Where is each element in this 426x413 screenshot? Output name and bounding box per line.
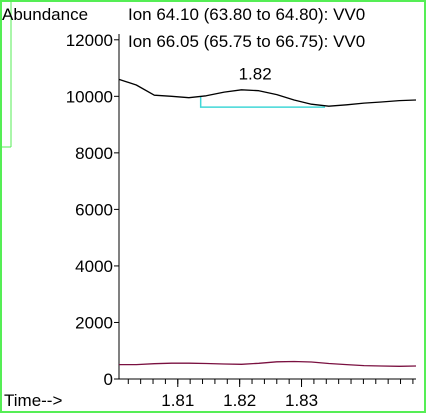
y-tick-label: 6000 (75, 200, 113, 219)
axes (118, 34, 416, 380)
tick-labels: 0 2000 4000 6000 8000 10000 12000 1.81 1.82 1.83 1… (66, 31, 318, 410)
y-tick-label: 4000 (75, 257, 113, 276)
y-tick-label: 12000 (66, 31, 113, 50)
left-panel-border (0, 0, 11, 413)
legend-entry-ion-66: Ion 66.05 (65.75 to 66.75): VV0 (128, 32, 365, 51)
legend-entry-ion-64: Ion 64.10 (63.80 to 64.80): VV0 (128, 5, 365, 24)
plot-area (118, 78, 417, 367)
y-tick-label: 8000 (75, 144, 113, 163)
x-tick-label: 1.81 (161, 391, 194, 410)
y-tick-label: 2000 (75, 313, 113, 332)
x-axis-title: Time--> (4, 391, 62, 410)
y-axis-title: Abundance (2, 5, 88, 24)
tick-marks (114, 39, 414, 387)
integration-baseline (199, 96, 326, 108)
x-tick-label: 1.82 (223, 391, 256, 410)
x-tick-label: 1.83 (285, 391, 318, 410)
series-ion-64-line (118, 78, 417, 107)
series-ion-66-line (119, 360, 417, 367)
peak-label: 1.82 (239, 64, 272, 83)
y-tick-label: 10000 (66, 87, 113, 106)
y-tick-label: 0 (104, 370, 113, 389)
